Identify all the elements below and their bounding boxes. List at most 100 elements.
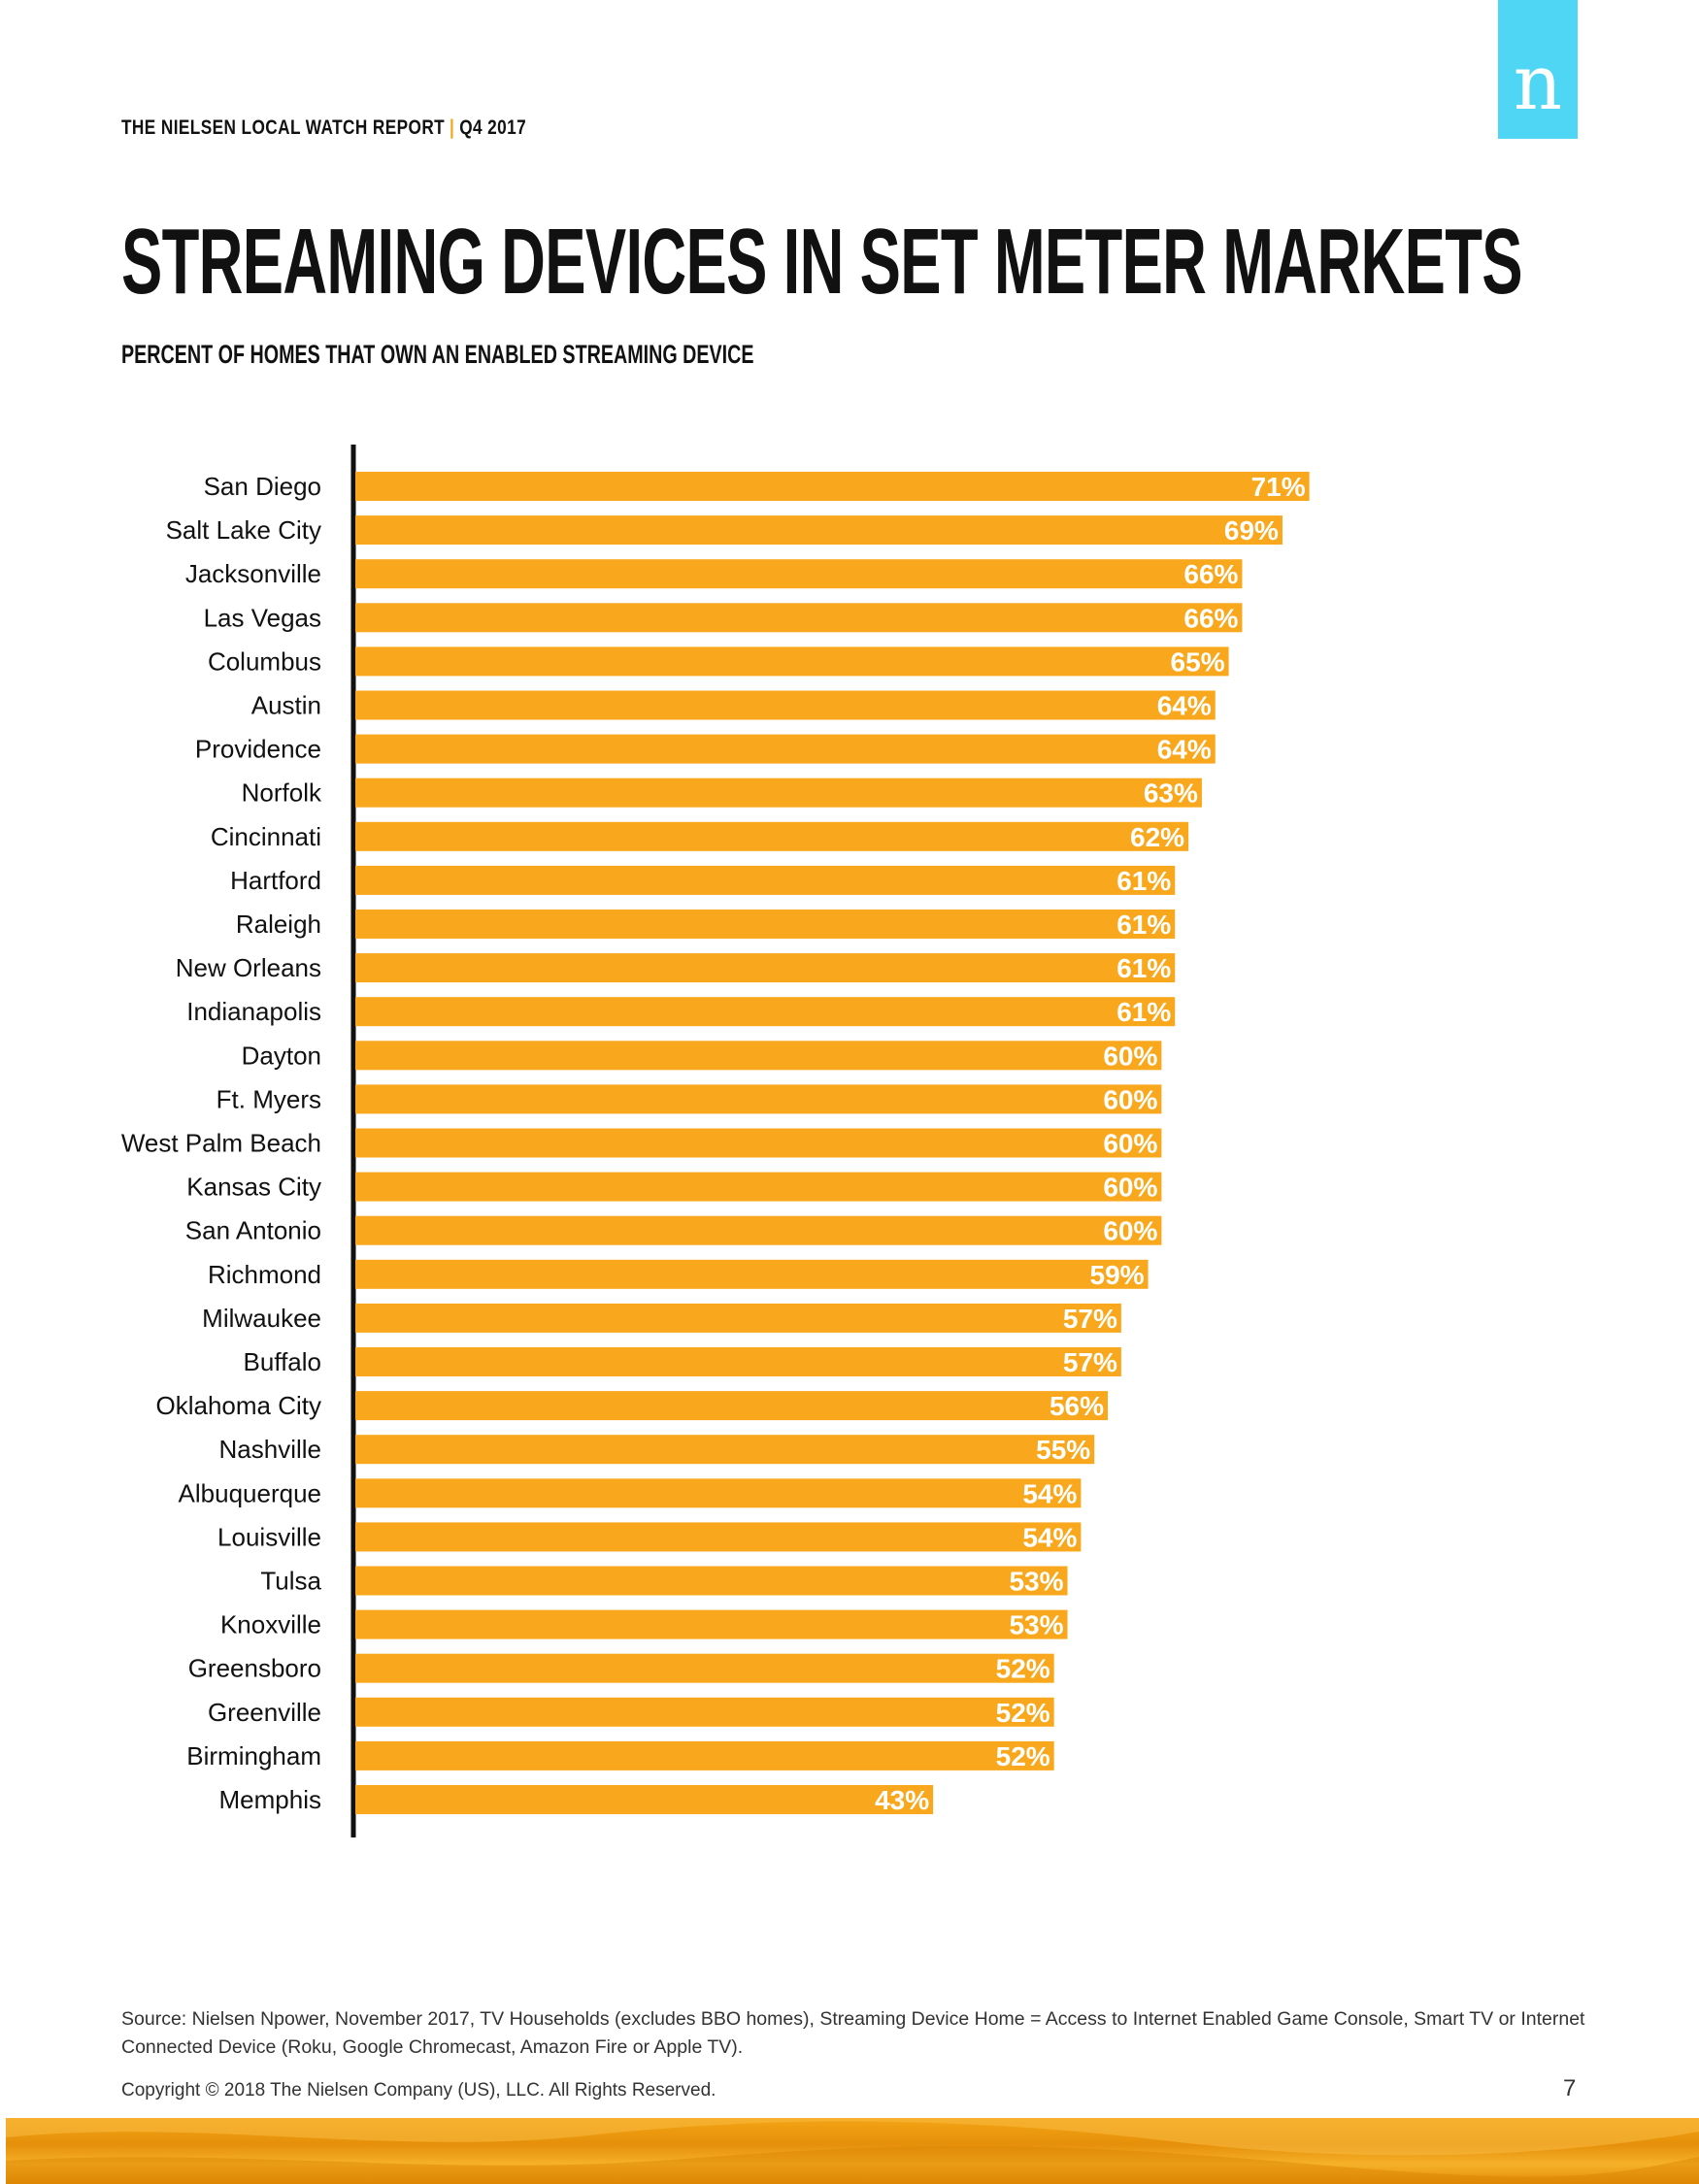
report-quarter: Q4 2017 [459,116,527,139]
data-label: 60% [1103,1084,1157,1114]
bar [355,1303,1121,1333]
source-note: Source: Nielsen Npower, November 2017, T… [121,2008,1585,2058]
category-label: Indianapolis [186,997,321,1026]
category-label: Kansas City [186,1173,321,1202]
header-separator: | [450,116,455,139]
category-label: San Diego [204,472,321,501]
data-label: 63% [1144,778,1198,809]
bar [355,515,1283,546]
copyright-text: Copyright © 2018 The Nielsen Company (US… [121,2080,716,2101]
bar [355,1697,1054,1727]
data-label: 69% [1224,515,1279,546]
bar [355,1522,1082,1552]
category-label: Salt Lake City [166,515,321,545]
bar [355,1478,1082,1508]
page-number: 7 [1563,2075,1577,2101]
data-label: 52% [996,1654,1050,1684]
category-label: Nashville [219,1435,322,1464]
data-label: 57% [1063,1304,1117,1334]
category-label: Norfolk [242,778,322,808]
decorative-wave-band [6,2118,1699,2184]
bar [355,1740,1054,1770]
bar [355,1609,1068,1639]
category-label: Columbus [208,646,321,676]
bar [355,1435,1095,1465]
bar [355,603,1243,633]
category-label: Louisville [217,1522,321,1551]
bar [355,646,1229,677]
bar [355,1128,1162,1158]
category-label: West Palm Beach [121,1129,321,1158]
data-label: 52% [996,1741,1050,1771]
category-label: Las Vegas [204,603,321,632]
bar [355,821,1189,851]
data-label: 56% [1049,1391,1104,1421]
data-label: 64% [1157,735,1212,765]
category-label: Providence [195,735,321,764]
bar [355,1391,1109,1421]
category-label: San Antonio [185,1216,321,1245]
data-label: 61% [1116,866,1171,896]
category-label: Albuquerque [179,1478,321,1507]
bar [355,997,1176,1027]
category-label: Oklahoma City [156,1391,322,1420]
bar [355,690,1216,720]
category-label: Memphis [219,1785,321,1814]
bar [355,1215,1162,1245]
category-label: Greensboro [188,1654,321,1683]
category-label: Richmond [208,1260,321,1289]
bar [355,559,1243,589]
bar [355,1347,1121,1376]
data-label: 61% [1116,910,1171,940]
page-title: STREAMING DEVICES IN SET METER MARKETS [121,210,1523,314]
category-label: Tulsa [260,1567,321,1596]
data-label: 43% [875,1785,929,1815]
data-label: 55% [1036,1435,1090,1465]
wave-pattern [6,2118,1699,2184]
data-label: 57% [1063,1347,1117,1377]
data-label: 60% [1103,1173,1157,1203]
data-label: 62% [1130,822,1184,852]
bar [355,778,1202,808]
category-label: Austin [251,691,321,720]
data-label: 60% [1103,1041,1157,1071]
bar [355,1785,934,1814]
bar [355,865,1176,895]
chart-subtitle: PERCENT OF HOMES THAT OWN AN ENABLED STR… [121,340,754,369]
data-label: 53% [1009,1610,1063,1640]
category-label: Buffalo [244,1347,321,1376]
data-label: 59% [1090,1260,1145,1290]
report-name: THE NIELSEN LOCAL WATCH REPORT [121,116,446,139]
category-label: Cincinnati [211,822,321,851]
category-label: Greenville [208,1698,321,1727]
category-label: Dayton [242,1041,321,1070]
data-label: 54% [1022,1522,1077,1552]
category-label: Ft. Myers [217,1084,321,1113]
bar [355,472,1310,501]
data-label: 64% [1157,691,1212,721]
category-label: Birmingham [186,1741,321,1770]
data-label: 60% [1103,1216,1157,1246]
data-label: 66% [1183,559,1238,589]
category-label: Knoxville [220,1610,321,1639]
data-label: 61% [1116,953,1171,983]
bar [355,953,1176,983]
category-label: Jacksonville [185,559,321,588]
data-label: 66% [1183,603,1238,633]
report-header: THE NIELSEN LOCAL WATCH REPORT | Q4 2017 [121,116,526,140]
data-label: 60% [1103,1129,1157,1159]
category-label: Milwaukee [202,1304,321,1333]
bar [355,1653,1054,1683]
streaming-bar-chart: San Diego 71% Salt Lake City 69% Jacksonvill… [121,445,1310,1837]
data-label: 53% [1009,1567,1063,1597]
bar [355,1566,1068,1596]
bar [355,734,1216,764]
data-label: 65% [1171,646,1225,677]
nielsen-logo: n [1498,0,1578,139]
data-label: 71% [1251,472,1306,502]
bar [355,1041,1162,1071]
logo-letter: n [1513,40,1563,127]
bar [355,1259,1149,1289]
data-label: 61% [1116,997,1171,1027]
data-label: 52% [996,1698,1050,1728]
